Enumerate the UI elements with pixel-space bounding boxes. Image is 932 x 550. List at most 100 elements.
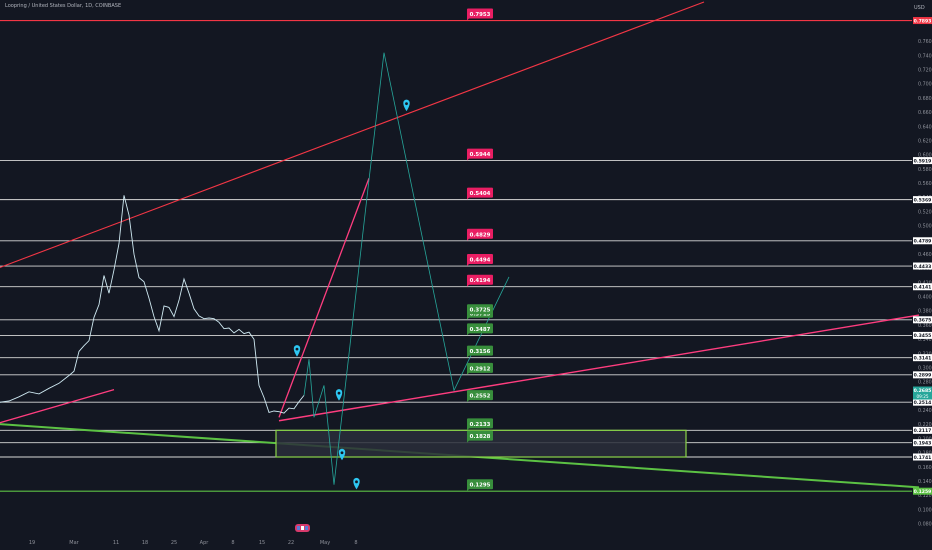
price-axis-level-box [913,331,932,339]
price-axis-level-label: 0.5919 [914,158,932,164]
level-marker-tail [467,194,472,200]
level-marker: 0.2912 [467,362,493,375]
arc-support-line [0,389,115,424]
level-marker-label: 0.3487 [470,327,491,333]
currency-label: USD [914,5,925,11]
time-tick-label: 8 [354,540,357,546]
map-pin-icon [293,345,301,357]
map-pin-icon [403,99,410,112]
level-marker-tail [467,425,472,431]
price-axis-level-box [913,371,932,379]
level-marker: 0.5944 [467,148,493,161]
price-axis-level-label: 0.1741 [914,455,932,461]
level-marker-tail [467,330,472,336]
level-marker-label: 0.2912 [470,366,491,372]
price-axis-level-label: 0.3675 [914,318,932,324]
level-marker: 0.4194 [467,274,493,287]
level-marker-box [467,254,493,265]
level-marker-label: 0.3715 [470,311,491,317]
level-marker-box [467,345,493,356]
price-axis-level-box [913,237,932,245]
level-marker: 0.3487 [467,323,493,336]
level-marker-box [467,390,493,401]
price-axis-level-box [913,487,932,495]
time-tick-label: 22 [288,540,294,546]
time-tick-label: 11 [113,540,119,546]
trend-lines [0,1,920,489]
level-marker-label: 0.2133 [470,422,491,428]
map-pin-hole [340,451,344,455]
upper-trend-line [0,1,705,269]
level-marker-box [467,304,493,315]
price-axis-level-label: 0.3455 [914,333,932,339]
level-marker-box [467,8,493,19]
level-marker-label: 0.1828 [470,434,491,440]
price-axis-level-box [913,262,932,270]
level-marker: 0.2552 [467,390,493,403]
level-marker-label: 0.2552 [470,394,491,400]
level-marker-tail [467,486,472,492]
flag-icon-part [297,526,300,530]
level-marker-label: 0.4494 [470,258,491,264]
level-marker-box [467,418,493,429]
rising-support-line [278,314,920,422]
map-pin-body [335,389,343,401]
level-marker-tail [467,314,472,320]
price-series [0,195,305,414]
level-marker-tail [467,155,472,161]
level-marker-tail [467,397,472,403]
price-axis-level-label: 0.4141 [914,285,932,291]
level-marker-label: 0.1295 [470,483,491,489]
price-axis-level-label: 0.2514 [914,400,932,406]
time-tick-label: Mar [69,540,79,546]
level-marker-tail [467,437,472,443]
map-pin-hole [405,102,408,106]
level-marker-tail [467,281,472,287]
map-pin-hole [295,347,299,351]
time-tick-label: 25 [171,540,177,546]
price-axis-level-box [913,157,932,165]
level-marker-label: 0.4829 [470,232,491,238]
price-axis-level-label: 0.4789 [914,239,932,245]
price-axis-level-box [913,354,932,362]
price-axis-level-box [913,439,932,447]
horizontal-levels [0,19,912,492]
level-marker: 0.7953 [467,8,493,21]
projection-line [303,52,510,485]
level-markers: 0.7953 0.5944 0.5404 0.4829 0.4494 0.4194 0.37… [467,8,493,492]
price-axis-level-box [913,283,932,291]
time-tick-label: 19 [29,540,35,546]
price-line [0,195,305,414]
level-marker-box [467,323,493,334]
current-price-box [913,386,932,400]
chart-title: Loopring / United States Dollar, 1D, COI… [5,3,122,9]
level-marker-label: 0.3725 [470,308,491,314]
level-marker: 0.3725 [467,304,493,317]
level-marker: 0.2133 [467,418,493,431]
price-axis-level-label: 0.7893 [914,18,932,24]
level-marker-tail [467,352,472,358]
level-marker: 0.4829 [467,228,493,241]
map-pin-body [293,345,301,357]
breakout-line [278,178,370,418]
price-axis-level-label: 0.4433 [914,264,932,270]
countdown-label: 09:25 [916,394,928,399]
price-axis-level-box [913,453,932,461]
